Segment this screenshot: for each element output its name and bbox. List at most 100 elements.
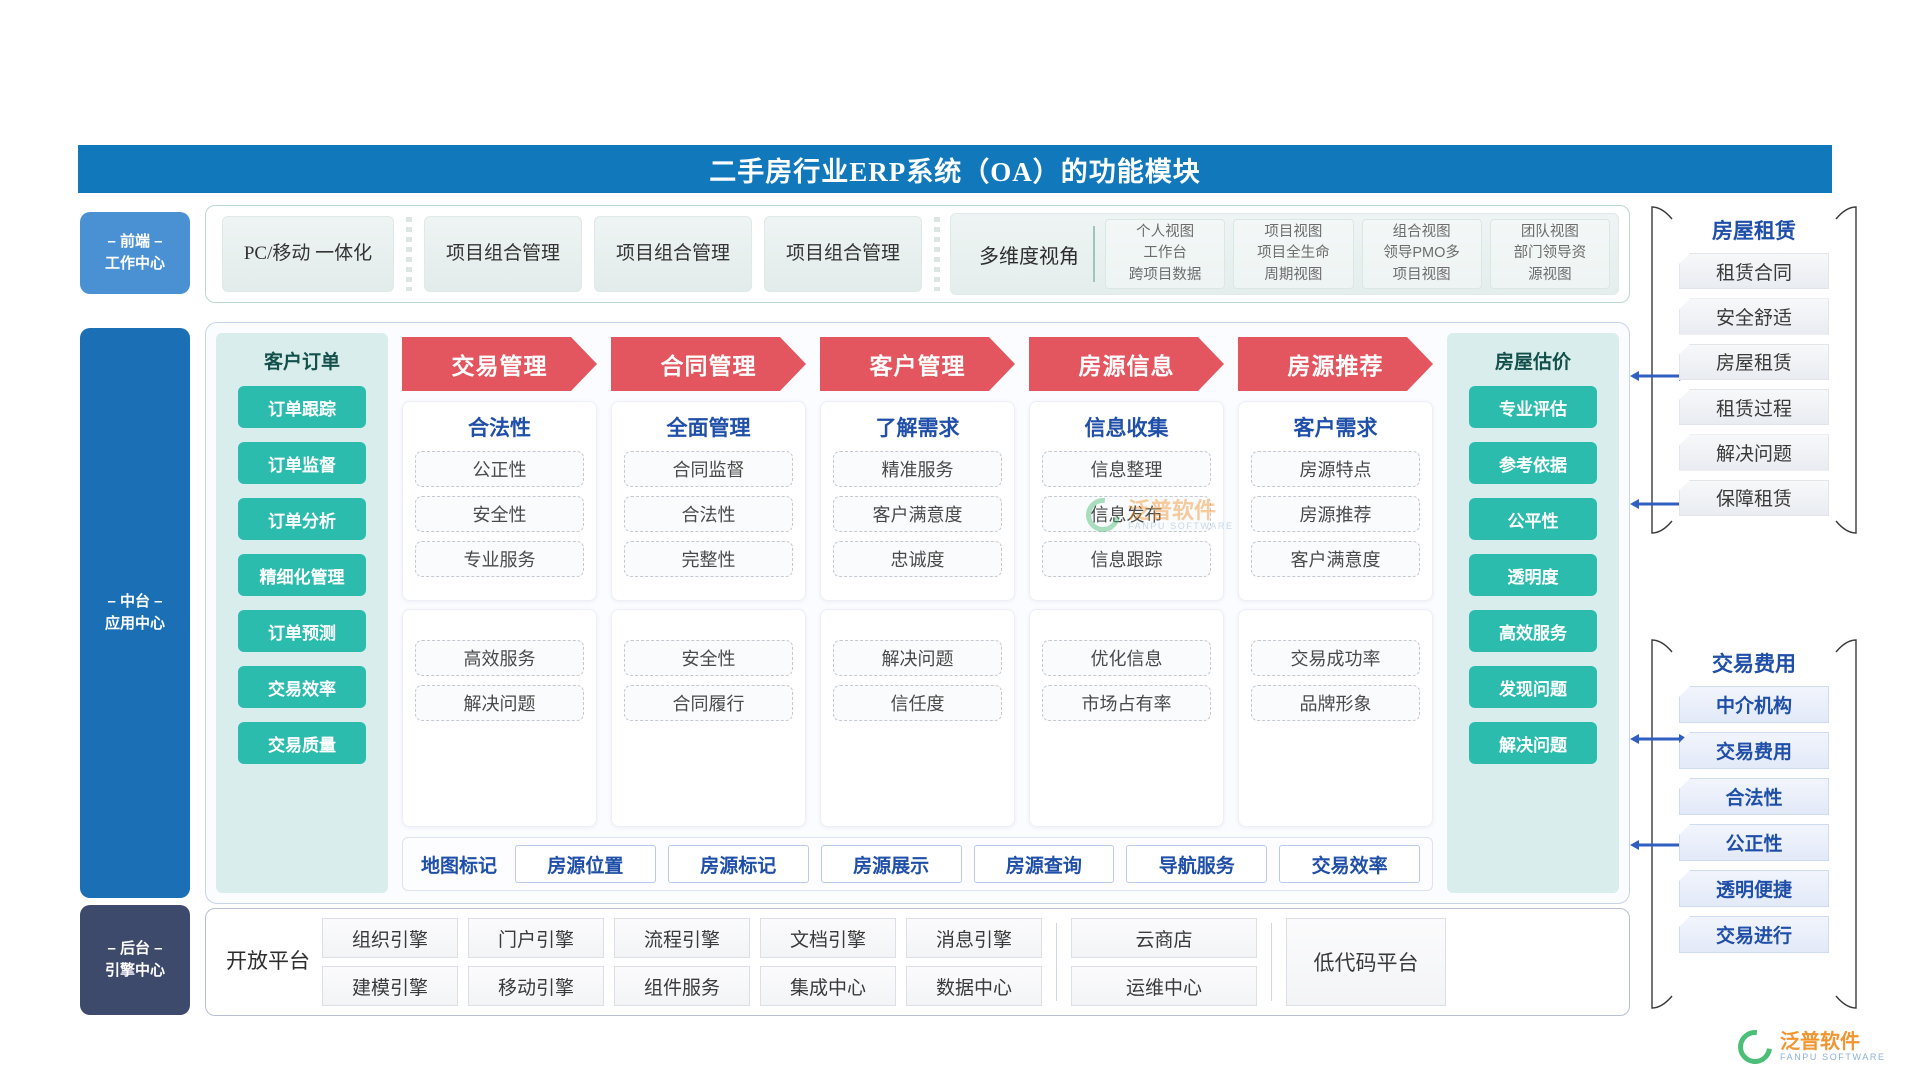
banner-listing-recommend[interactable]: 房源推荐	[1238, 337, 1433, 391]
view-team-line3: 源视图	[1528, 266, 1572, 283]
chip-info-1[interactable]: 信息整理	[1042, 451, 1211, 487]
rental-chip-guarantee[interactable]: 保障租赁	[1679, 479, 1829, 516]
valuation-item-efficient[interactable]: 高效服务	[1469, 610, 1597, 652]
valuation-item-solve-issue[interactable]: 解决问题	[1469, 722, 1597, 764]
engine-chip-integration[interactable]: 集成中心	[760, 966, 896, 1006]
map-chip-navigation[interactable]: 导航服务	[1126, 845, 1268, 883]
engine-chip-process[interactable]: 流程引擎	[614, 918, 750, 958]
chip-comprehensive-b1[interactable]: 安全性	[624, 640, 793, 676]
chip-legality-3[interactable]: 专业服务	[415, 541, 584, 577]
fee-panel-title: 交易费用	[1712, 652, 1796, 676]
view-project-line2: 项目全生命	[1257, 245, 1330, 262]
valuation-item-fairness[interactable]: 公平性	[1469, 498, 1597, 540]
map-chip-trade-efficiency[interactable]: 交易效率	[1279, 845, 1420, 883]
chip-comprehensive-3[interactable]: 完整性	[624, 541, 793, 577]
open-platform-label: 开放平台	[226, 949, 310, 974]
banner-customer-mgmt[interactable]: 客户管理	[820, 337, 1015, 391]
map-chip-listing-marker[interactable]: 房源标记	[667, 845, 809, 883]
fee-chip-fairness[interactable]: 公正性	[1679, 824, 1829, 861]
fee-chip-transparent[interactable]: 透明便捷	[1679, 870, 1829, 907]
view-team-line1: 团队视图	[1520, 224, 1579, 241]
order-item-forecast[interactable]: 订单预测	[238, 610, 366, 652]
banner-transaction-mgmt[interactable]: 交易管理	[402, 337, 597, 391]
order-item-analysis[interactable]: 订单分析	[238, 498, 366, 540]
card-info-title: 信息收集	[1084, 416, 1169, 440]
chip-legality-1[interactable]: 公正性	[415, 451, 584, 487]
order-item-tracking[interactable]: 订单跟踪	[238, 386, 366, 428]
banner-contract-mgmt[interactable]: 合同管理	[611, 337, 806, 391]
chip-needs-2[interactable]: 客户满意度	[833, 496, 1002, 532]
chip-needs-1[interactable]: 精准服务	[833, 451, 1002, 487]
engine-chip-org[interactable]: 组织引擎	[322, 918, 458, 958]
engine-chip-document[interactable]: 文档引擎	[760, 918, 896, 958]
engine-col-2: 门户引擎 移动引擎	[468, 918, 604, 1006]
fee-chip-proceeding[interactable]: 交易进行	[1679, 916, 1829, 953]
valuation-item-find-issue[interactable]: 发现问题	[1469, 666, 1597, 708]
card-needs-title: 了解需求	[875, 416, 960, 440]
valuation-item-reference[interactable]: 参考依据	[1469, 442, 1597, 484]
view-card-team[interactable]: 团队视图 部门领导资 源视图	[1489, 219, 1610, 289]
chip-comprehensive-b2[interactable]: 合同履行	[624, 685, 793, 721]
watermark-corner-cn: 泛普软件	[1780, 1030, 1860, 1053]
chip-needs-3[interactable]: 忠诚度	[833, 541, 1002, 577]
engine-chip-model[interactable]: 建模引擎	[322, 966, 458, 1006]
rental-chip-solve[interactable]: 解决问题	[1679, 434, 1829, 471]
valuation-item-transparency[interactable]: 透明度	[1469, 554, 1597, 596]
lowcode-platform-chip[interactable]: 低代码平台	[1286, 918, 1446, 1006]
chip-demand-2[interactable]: 房源推荐	[1251, 496, 1420, 532]
order-item-quality[interactable]: 交易质量	[238, 722, 366, 764]
chip-demand-1[interactable]: 房源特点	[1251, 451, 1420, 487]
front-row-divider	[406, 217, 412, 291]
banner-listing-info[interactable]: 房源信息	[1029, 337, 1224, 391]
front-card-portfolio-2[interactable]: 项目组合管理	[594, 216, 752, 292]
order-item-supervision[interactable]: 订单监督	[238, 442, 366, 484]
chip-legality-b2[interactable]: 解决问题	[415, 685, 584, 721]
card-legality: 合法性 公正性 安全性 专业服务	[402, 401, 597, 601]
front-card-portfolio-3[interactable]: 项目组合管理	[764, 216, 922, 292]
engine-chip-data[interactable]: 数据中心	[906, 966, 1042, 1006]
view-card-portfolio[interactable]: 组合视图 领导PMO多 项目视图	[1361, 219, 1482, 289]
view-card-project[interactable]: 项目视图 项目全生命 周期视图	[1233, 219, 1354, 289]
valuation-item-professional[interactable]: 专业评估	[1469, 386, 1597, 428]
engine-chip-mobile[interactable]: 移动引擎	[468, 966, 604, 1006]
map-chip-listing-query[interactable]: 房源查询	[973, 845, 1115, 883]
fee-chip-fee[interactable]: 交易费用	[1679, 732, 1829, 769]
chip-demand-3[interactable]: 客户满意度	[1251, 541, 1420, 577]
front-card-portfolio-1[interactable]: 项目组合管理	[424, 216, 582, 292]
engine-chip-message[interactable]: 消息引擎	[906, 918, 1042, 958]
chip-info-2[interactable]: 信息发布	[1042, 496, 1211, 532]
order-item-efficiency[interactable]: 交易效率	[238, 666, 366, 708]
vertical-divider	[1093, 226, 1095, 282]
rental-chip-rental[interactable]: 房屋租赁	[1679, 343, 1829, 380]
card-info-extra: 优化信息 市场占有率	[1029, 609, 1224, 827]
chip-demand-b2[interactable]: 品牌形象	[1251, 685, 1420, 721]
engine-chip-component[interactable]: 组件服务	[614, 966, 750, 1006]
fee-chip-legality[interactable]: 合法性	[1679, 778, 1829, 815]
engine-col-5: 消息引擎 数据中心	[906, 918, 1042, 1006]
map-chip-listing-display[interactable]: 房源展示	[820, 845, 962, 883]
chip-legality-b1[interactable]: 高效服务	[415, 640, 584, 676]
rental-chip-process[interactable]: 租赁过程	[1679, 388, 1829, 426]
chip-comprehensive-2[interactable]: 合法性	[624, 496, 793, 532]
stage-label-front: – 前端 – 工作中心	[80, 212, 190, 294]
chip-info-3[interactable]: 信息跟踪	[1042, 541, 1211, 577]
chip-info-b1[interactable]: 优化信息	[1042, 640, 1211, 676]
view-card-personal[interactable]: 个人视图 工作台 跨项目数据	[1105, 219, 1226, 289]
cloud-chip-store[interactable]: 云商店	[1071, 918, 1257, 958]
chip-info-b2[interactable]: 市场占有率	[1042, 685, 1211, 721]
fee-chip-agency[interactable]: 中介机构	[1679, 686, 1829, 723]
chip-needs-b2[interactable]: 信任度	[833, 685, 1002, 721]
front-card-pc-mobile[interactable]: PC/移动 一体化	[222, 216, 394, 292]
rental-chip-safe[interactable]: 安全舒适	[1679, 298, 1829, 335]
chip-comprehensive-1[interactable]: 合同监督	[624, 451, 793, 487]
rental-chip-contract[interactable]: 租赁合同	[1679, 253, 1829, 290]
cloud-chip-ops[interactable]: 运维中心	[1071, 966, 1257, 1006]
chip-legality-2[interactable]: 安全性	[415, 496, 584, 532]
chip-needs-b1[interactable]: 解决问题	[833, 640, 1002, 676]
map-chip-listing-location[interactable]: 房源位置	[515, 845, 656, 883]
order-item-refined-mgmt[interactable]: 精细化管理	[238, 554, 366, 596]
engine-chip-portal[interactable]: 门户引擎	[468, 918, 604, 958]
card-understand-needs: 了解需求 精准服务 客户满意度 忠诚度	[820, 401, 1015, 601]
chip-demand-b1[interactable]: 交易成功率	[1251, 640, 1420, 676]
view-team-line2: 部门领导资	[1513, 245, 1587, 262]
